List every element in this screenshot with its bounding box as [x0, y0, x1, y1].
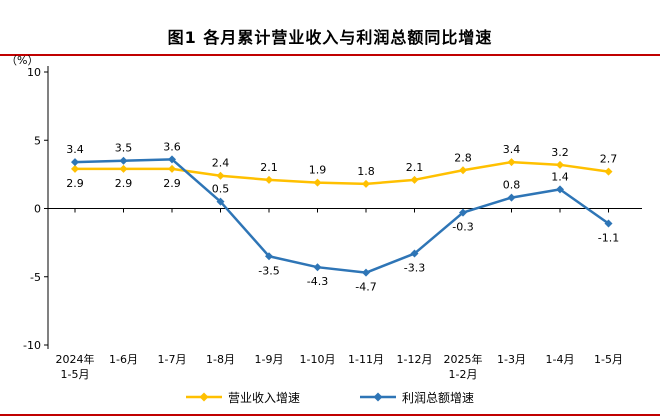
data-label: 3.6 — [163, 140, 181, 153]
legend-item-profit: 利润总额增速 — [360, 389, 474, 406]
data-label: -1.1 — [598, 232, 619, 245]
legend-label-profit: 利润总额增速 — [402, 390, 475, 405]
data-label: 2.7 — [600, 153, 618, 166]
series-0-marker-icon — [362, 179, 370, 188]
revenue-line-marker-icon — [185, 392, 222, 402]
series-0-marker-icon — [71, 164, 79, 173]
x-tick-label: 1-5月 — [594, 353, 623, 366]
x-tick-label: 1-12月 — [397, 353, 433, 366]
legend-label-revenue: 营业收入增速 — [227, 390, 300, 405]
data-label: 3.5 — [115, 142, 133, 155]
series-0-labels: 2.9 2.9 2.9 2.4 2.1 1.9 1.8 2.1 2.8 3.4 3.2 2.7 — [66, 143, 617, 190]
data-label: 3.2 — [551, 146, 569, 159]
series-1-marker-icon — [362, 268, 370, 277]
x-tick-label: 1-5月 — [61, 368, 90, 381]
series-0-marker-icon — [265, 175, 273, 184]
data-label: -4.7 — [355, 281, 376, 294]
data-label: 3.4 — [503, 143, 521, 156]
series-0-marker-icon — [216, 171, 225, 180]
chart-title: 图1 各月累计营业收入与利润总额同比增速 — [167, 28, 493, 47]
data-label: 2.1 — [406, 161, 424, 174]
series-1-marker-icon — [459, 208, 467, 217]
data-label: 2.9 — [163, 177, 181, 190]
data-label: 3.4 — [66, 143, 84, 156]
data-label: 2.8 — [454, 151, 472, 164]
series-1-marker-icon — [168, 155, 176, 164]
bottom-divider — [0, 414, 660, 416]
series-1-labels: 3.4 3.5 3.6 0.5 -3.5 -4.3 -4.7 -3.3 -0.3 0.8 1.4 -1… — [66, 140, 619, 293]
y-tick-label: -5 — [30, 271, 41, 284]
x-tick-label: 1-4月 — [546, 353, 575, 366]
legend-item-revenue: 营业收入增速 — [185, 389, 300, 406]
series-0-marker-icon — [410, 175, 419, 184]
y-tick-label: 10 — [27, 66, 41, 79]
data-label: 0.5 — [212, 183, 230, 196]
data-label: 1.4 — [551, 170, 569, 183]
x-tick-labels: 2024年 1-5月 1-6月 1-7月 1-8月 1-9月 1-10月 1-11月 1-12月… — [56, 352, 623, 381]
axes: 10 5 0 -5 -10 — [23, 66, 642, 352]
series-0-line — [71, 158, 613, 188]
x-tick-label: 1-10月 — [300, 353, 336, 366]
series-0-marker-icon — [313, 178, 322, 187]
x-tick-label: 2024年 — [56, 352, 95, 366]
title-divider — [0, 54, 660, 56]
series-1-marker-icon — [71, 158, 79, 167]
series-1-marker-icon — [313, 263, 322, 272]
series-0-marker-icon — [556, 160, 564, 169]
data-label: -0.3 — [452, 221, 473, 234]
profit-line-marker-icon — [360, 392, 396, 402]
x-tick-label: 2025年 — [444, 352, 483, 366]
data-label: 1.9 — [309, 164, 327, 177]
data-label: -4.3 — [307, 275, 328, 288]
unit-label: （%） — [6, 54, 39, 67]
series-1-marker-icon — [507, 193, 516, 202]
series-1-line — [71, 155, 613, 277]
series-1-marker-icon — [604, 219, 613, 228]
x-tick-label: 1-2月 — [449, 368, 478, 381]
y-tick-label: 0 — [34, 203, 41, 216]
series-0-marker-icon — [168, 164, 176, 173]
series-0-marker-icon — [119, 164, 128, 173]
y-tick-label: -10 — [23, 339, 41, 352]
chart-legend: 营业收入增速 利润总额增速 — [0, 387, 660, 407]
data-label: 1.8 — [357, 165, 375, 178]
y-tick-label: 5 — [34, 134, 41, 147]
x-tick-label: 1-11月 — [348, 353, 384, 366]
x-tick-label: 1-9月 — [255, 353, 284, 366]
series-1-marker-icon — [410, 249, 419, 258]
data-label: -3.3 — [404, 262, 425, 275]
data-label: 0.8 — [503, 179, 521, 192]
x-tick-label: 1-6月 — [109, 353, 138, 366]
x-tick-label: 1-3月 — [497, 353, 526, 366]
series-1-marker-icon — [216, 197, 225, 206]
series-0-marker-icon — [604, 167, 613, 176]
series-1-marker-icon — [119, 156, 128, 165]
series-0-marker-icon — [507, 158, 516, 167]
series-1-marker-icon — [265, 252, 273, 261]
x-tick-label: 1-7月 — [158, 353, 187, 366]
data-label: -3.5 — [258, 264, 279, 277]
x-tick-label: 1-8月 — [206, 353, 235, 366]
data-label: 2.4 — [212, 157, 230, 170]
data-label: 2.1 — [260, 161, 278, 174]
data-label: 2.9 — [115, 177, 133, 190]
series-1-marker-icon — [556, 185, 564, 194]
series-0-marker-icon — [459, 166, 467, 175]
data-label: 2.9 — [66, 177, 84, 190]
